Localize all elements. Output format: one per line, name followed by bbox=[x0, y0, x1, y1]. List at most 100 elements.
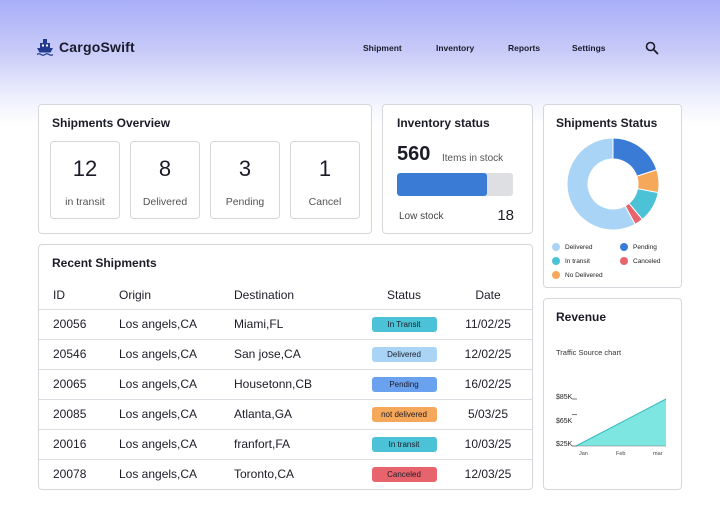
cell-destination: Atlanta,GA bbox=[234, 398, 354, 429]
table-header-row: ID Origin Destination Status Date bbox=[39, 281, 532, 309]
legend-dot bbox=[552, 271, 560, 279]
cell-status: not delivered bbox=[354, 398, 454, 429]
legend-delivered: Delivered bbox=[552, 243, 592, 251]
cell-destination: Miami,FL bbox=[234, 308, 354, 339]
revenue-line bbox=[575, 398, 667, 447]
column-header-status[interactable]: Status bbox=[386, 287, 422, 302]
cell-origin: Los angels,CA bbox=[119, 308, 234, 339]
cell-id: 20016 bbox=[39, 428, 119, 459]
table-row[interactable]: 20065 Los angels,CA Housetonn,CB Pending… bbox=[39, 368, 532, 399]
items-in-stock-label: Items in stock bbox=[442, 153, 504, 164]
status-badge: In Transit bbox=[371, 317, 437, 332]
cell-id: 20546 bbox=[39, 338, 119, 369]
cell-date: 12/03/25 bbox=[454, 458, 532, 489]
low-stock-value: 18 bbox=[497, 207, 514, 224]
x-tick-label: Jan bbox=[579, 451, 588, 457]
nav-reports[interactable]: Reports bbox=[508, 43, 541, 53]
cell-destination: franfort,FA bbox=[234, 428, 354, 459]
column-header-origin[interactable]: Origin bbox=[119, 287, 152, 302]
table-row[interactable]: 20016 Los angels,CA franfort,FA In trans… bbox=[39, 428, 532, 459]
cell-origin: Los angels,CA bbox=[119, 458, 234, 489]
cell-status: In Transit bbox=[354, 308, 454, 339]
shipments-table: ID Origin Destination Status Date 20056 … bbox=[39, 281, 532, 489]
app-name: CargoSwift bbox=[59, 39, 135, 55]
x-tick-label: mar bbox=[653, 451, 663, 457]
column-header-date[interactable]: Date bbox=[475, 287, 501, 302]
legend-label: Delivered bbox=[565, 243, 593, 251]
cell-origin: Los angels,CA bbox=[119, 428, 234, 459]
legend-label: No Delivered bbox=[565, 271, 603, 279]
status-badge: not delivered bbox=[371, 407, 437, 422]
stat-value: 12 bbox=[72, 156, 98, 181]
legend-in-transit: In transit bbox=[552, 257, 590, 265]
cell-date: 10/03/25 bbox=[454, 428, 532, 459]
y-tick-label: $65K bbox=[556, 418, 573, 425]
card-title: Inventory status bbox=[397, 116, 490, 130]
donut-slice-delivered[interactable] bbox=[566, 137, 636, 231]
legend-dot bbox=[552, 243, 560, 251]
cell-status: In transit bbox=[354, 428, 454, 459]
legend-label: Canceled bbox=[633, 257, 661, 265]
shipments-overview-card: Shipments Overview 12 in transit 8 Deliv… bbox=[38, 104, 372, 234]
card-title: Revenue bbox=[556, 310, 607, 324]
stat-label: in transit bbox=[65, 196, 105, 208]
status-badge: In transit bbox=[371, 437, 437, 452]
cell-id: 20078 bbox=[39, 458, 119, 489]
stat-value: 3 bbox=[238, 156, 252, 181]
low-stock-label: Low stock bbox=[399, 211, 444, 222]
ship-icon bbox=[37, 39, 53, 56]
card-title: Recent Shipments bbox=[52, 256, 157, 270]
revenue-area-chart bbox=[572, 398, 667, 447]
status-badge: Pending bbox=[371, 377, 437, 392]
legend-dot bbox=[620, 257, 628, 265]
stock-progress-bar bbox=[397, 173, 513, 196]
items-in-stock-count: 560 bbox=[397, 143, 431, 165]
status-donut-chart bbox=[566, 137, 660, 231]
cell-origin: Los angels,CA bbox=[119, 338, 234, 369]
card-title: Shipments Overview bbox=[52, 116, 171, 130]
cell-destination: San jose,CA bbox=[234, 338, 354, 369]
stat-pending[interactable]: 3 Pending bbox=[210, 141, 280, 219]
nav-settings[interactable]: Settings bbox=[572, 43, 606, 53]
stat-delivered[interactable]: 8 Delivered bbox=[130, 141, 200, 219]
inventory-status-card: Inventory status 560 Items in stock Low … bbox=[382, 104, 533, 234]
table-row[interactable]: 20078 Los angels,CA Toronto,CA Canceled … bbox=[39, 458, 532, 489]
table-row[interactable]: 20546 Los angels,CA San jose,CA Delivere… bbox=[39, 338, 532, 369]
cell-date: 11/02/25 bbox=[454, 308, 532, 339]
cell-date: 12/02/25 bbox=[454, 338, 532, 369]
search-icon[interactable] bbox=[645, 41, 659, 55]
cell-date: 5/03/25 bbox=[454, 398, 532, 429]
stat-in-transit[interactable]: 12 in transit bbox=[50, 141, 120, 219]
y-tick-label: $85K bbox=[556, 394, 573, 401]
legend-label: Pending bbox=[633, 243, 657, 251]
column-header-id[interactable]: ID bbox=[53, 287, 65, 302]
legend-dot bbox=[620, 243, 628, 251]
app-logo[interactable]: CargoSwift bbox=[37, 38, 135, 56]
recent-shipments-card: Recent Shipments ID Origin Destination S… bbox=[38, 244, 533, 490]
card-title: Shipments Status bbox=[556, 116, 658, 130]
cell-id: 20065 bbox=[39, 368, 119, 399]
stat-label: Cancel bbox=[308, 196, 342, 208]
y-tick-label: $25K bbox=[556, 441, 573, 448]
cell-status: Pending bbox=[354, 368, 454, 399]
table-row[interactable]: 20085 Los angels,CA Atlanta,GA not deliv… bbox=[39, 398, 532, 429]
stat-cancel[interactable]: 1 Cancel bbox=[290, 141, 360, 219]
shipments-status-card: Shipments Status Delivered Pending In tr… bbox=[543, 104, 682, 288]
cell-date: 16/02/25 bbox=[454, 368, 532, 399]
cell-id: 20085 bbox=[39, 398, 119, 429]
legend-label: In transit bbox=[565, 257, 590, 265]
stat-value: 1 bbox=[318, 156, 332, 181]
nav-shipment[interactable]: Shipment bbox=[363, 43, 402, 53]
cell-destination: Housetonn,CB bbox=[234, 368, 354, 399]
revenue-subtitle: Traffic Source chart bbox=[556, 348, 622, 357]
legend-pending: Pending bbox=[620, 243, 657, 251]
cell-origin: Los angels,CA bbox=[119, 398, 234, 429]
donut-slice-pending[interactable] bbox=[612, 137, 658, 177]
x-tick-label: Feb bbox=[616, 451, 626, 457]
status-badge: Canceled bbox=[371, 467, 437, 483]
cell-id: 20056 bbox=[39, 308, 119, 339]
nav-inventory[interactable]: Inventory bbox=[436, 43, 475, 53]
column-header-destination[interactable]: Destination bbox=[234, 287, 295, 302]
legend-no-delivered: No Delivered bbox=[552, 271, 603, 279]
table-row[interactable]: 20056 Los angels,CA Miami,FL In Transit … bbox=[39, 308, 532, 339]
